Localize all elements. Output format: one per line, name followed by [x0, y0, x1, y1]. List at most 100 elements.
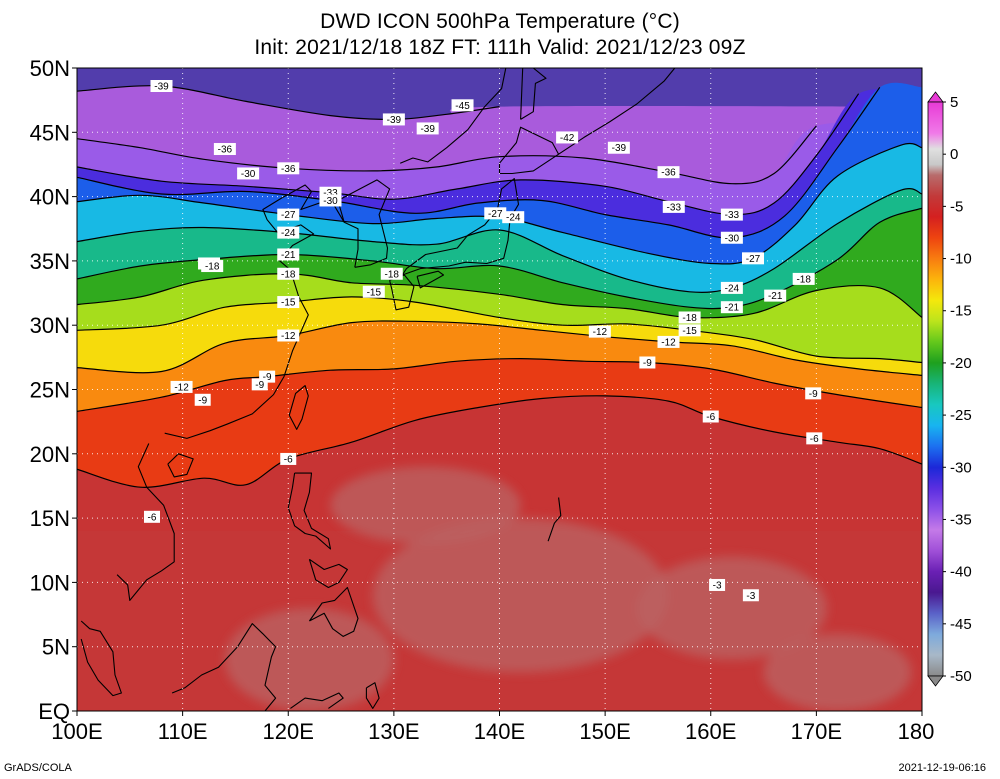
label-text: -21: [768, 291, 783, 302]
lat-tick-label: 30N: [30, 313, 70, 338]
coastline-borneo: [171, 623, 277, 711]
label-text: -30: [323, 196, 338, 207]
label-box: [720, 208, 743, 221]
label-box: [720, 301, 743, 314]
software-credit: GrADS/COLA: [4, 762, 72, 774]
isotherm-label: -9: [251, 378, 268, 391]
isotherm-label: -33: [662, 200, 685, 213]
isotherm-label: -18: [678, 311, 701, 324]
label-box: [678, 311, 701, 324]
isotherm-label: -30: [237, 167, 260, 180]
lon-tick-label: 150E: [579, 719, 630, 744]
isotherm-label: -15: [362, 285, 385, 298]
label-text: -15: [367, 287, 382, 298]
label-text: -12: [174, 382, 189, 393]
longitude-axis: 100E 110E 120E 130E 140E 150E 160E 170E 180: [51, 711, 934, 744]
isotherm-line: [77, 142, 922, 265]
isotherm-label: -42: [556, 131, 579, 144]
label-text: -42: [560, 133, 575, 144]
coastline-taiwan: [288, 385, 309, 430]
label-box: [277, 162, 300, 175]
isotherm-label: -18: [792, 272, 815, 285]
isotherm-line: [77, 357, 922, 412]
label-text: -18: [682, 313, 697, 324]
label-box: [662, 200, 685, 213]
isotherm-label: -30: [720, 231, 743, 244]
isotherm-line: [77, 395, 922, 488]
label-box: [742, 589, 759, 602]
lat-tick-label: 25N: [30, 378, 70, 403]
warm-patch: [224, 608, 394, 711]
lon-tick-label: 100E: [51, 719, 102, 744]
isotherm-label: -6: [143, 510, 160, 523]
coastline-guam-marianas: [547, 497, 562, 542]
coastline-malay-peninsula: [80, 620, 122, 697]
label-text: -18: [281, 269, 296, 280]
isotherm-label: -24: [502, 211, 525, 224]
label-text: -3: [746, 591, 755, 602]
label-box: [764, 289, 787, 302]
label-text: -6: [706, 412, 715, 423]
lat-tick-label: 5N: [42, 635, 70, 660]
label-text: -6: [284, 454, 293, 465]
isotherm-line: [77, 296, 922, 364]
label-text: -9: [643, 358, 652, 369]
coastline-russia-coast: [399, 68, 507, 164]
label-box: [237, 167, 260, 180]
label-box: [280, 452, 297, 465]
colorbar-label: -30: [950, 459, 972, 476]
label-text: -6: [810, 434, 819, 445]
label-text: -39: [420, 124, 435, 135]
isotherm-label: -6: [280, 452, 297, 465]
label-box: [709, 578, 726, 591]
label-text: -12: [661, 337, 676, 348]
label-box: [702, 410, 719, 423]
lat-tick-label: 15N: [30, 506, 70, 531]
coastline-luzon: [287, 472, 332, 550]
isotherm-label: -27: [484, 207, 507, 220]
label-box: [143, 510, 160, 523]
isotherm-label: -12: [277, 329, 300, 342]
isotherm-label: -33: [720, 208, 743, 221]
label-text: -18: [205, 262, 220, 273]
isotherm-label: -24: [277, 226, 300, 239]
isotherm-line: [77, 273, 922, 319]
label-box: [213, 143, 236, 156]
isotherm-label: -30: [319, 194, 342, 207]
label-box: [607, 141, 630, 154]
coastline-korea: [337, 179, 391, 268]
colorbar-label: -35: [950, 511, 972, 528]
label-box: [678, 324, 701, 337]
label-text: -12: [593, 327, 608, 338]
isotherm-lines: [77, 85, 922, 488]
label-text: -6: [148, 512, 157, 523]
isotherm-label: -3: [709, 578, 726, 591]
label-box: [416, 122, 439, 135]
label-text: -9: [198, 395, 207, 406]
lat-tick-label: EQ: [38, 699, 70, 724]
label-box: [720, 231, 743, 244]
coastline-kamchatka-kurils: [558, 68, 676, 155]
coastline-mindanao: [308, 586, 359, 637]
lat-tick-label: 45N: [30, 120, 70, 145]
label-text: -21: [725, 303, 740, 314]
warm-patch: [763, 633, 912, 711]
lat-tick-label: 50N: [30, 56, 70, 81]
label-box: [588, 325, 611, 338]
lat-tick-label: 35N: [30, 249, 70, 274]
isotherm-label: -39: [150, 80, 173, 93]
warm-patch: [636, 556, 827, 660]
label-text: -27: [746, 254, 761, 265]
label-text: -12: [281, 331, 296, 342]
label-box: [277, 208, 300, 221]
warm-patch: [330, 466, 521, 544]
colorbar-bottom-arrow: [927, 675, 944, 687]
label-box: [484, 207, 507, 220]
timestamp: 2021-12-19-06:16: [898, 762, 986, 774]
label-box: [657, 166, 680, 179]
colorbar-label: -40: [950, 564, 972, 581]
label-box: [150, 80, 173, 93]
coastline-sulawesi: [290, 692, 344, 709]
colorbar-scale: [927, 101, 944, 677]
